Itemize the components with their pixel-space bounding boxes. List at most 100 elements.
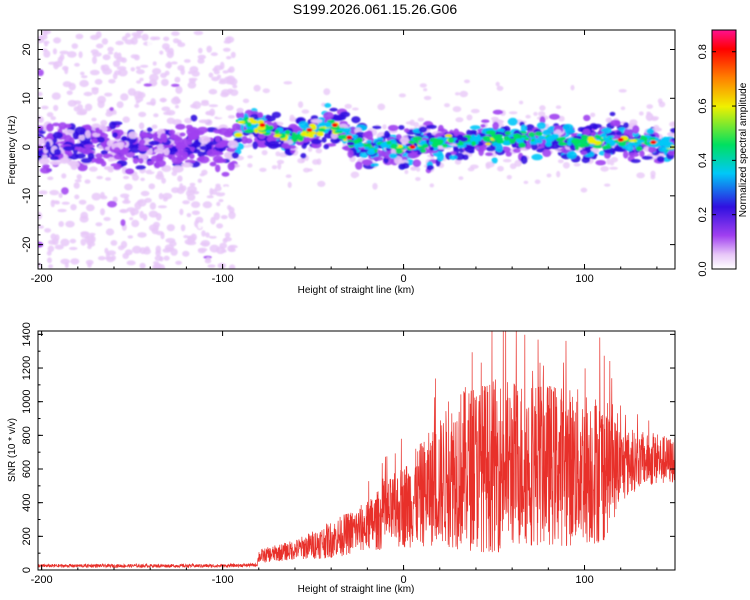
spectral-noise-blob [177,175,183,182]
spectral-noise-blob [100,191,105,199]
spectral-noise-blob [179,208,184,216]
y-tick-label: 1200 [21,356,33,380]
spectral-noise-blob [186,213,192,218]
spectral-band-blob [130,145,141,153]
spectral-noise-blob [65,220,75,228]
spectral-noise-blob [534,179,541,185]
spectral-band-blob [172,165,184,173]
spectral-noise-blob [161,165,172,172]
spectral-noise-blob [179,183,184,191]
spectral-noise-blob [262,88,270,94]
spectral-noise-blob [131,219,140,228]
spectral-band-blob [58,122,67,130]
spectral-noise-blob [180,224,186,232]
spectral-noise-blob [127,235,134,239]
spectral-band-blob [83,144,95,149]
spectral-ridge-blob [524,137,530,141]
spectral-noise-blob [153,113,159,118]
spectral-noise-blob [350,171,360,179]
spectral-noise-blob [208,104,219,108]
spectral-noise-blob [216,223,224,229]
spectral-noise-blob [497,165,504,172]
spectrogram-ylabel: Frequency (Hz) [7,116,18,185]
spectral-noise-blob [43,50,51,58]
spectral-noise-blob [42,30,48,37]
spectral-noise-blob [224,76,233,82]
spectral-band-blob [646,128,655,135]
spectral-band-blob [656,155,665,163]
spectral-band-blob [38,125,44,131]
spectral-noise-blob [96,175,103,180]
spectral-band-blob [351,116,361,124]
spectral-noise-blob [41,105,49,110]
spectral-noise-blob [124,183,133,191]
spectral-band-blob [97,136,105,143]
spectral-ridge-blob [244,129,255,134]
spectral-noise-blob [152,61,157,66]
spectral-noise-blob [133,90,143,99]
spectral-noise-blob [75,33,84,40]
spectral-noise-blob [47,245,55,253]
spectral-band-blob [109,121,117,130]
spectral-noise-blob [210,52,218,57]
spectral-noise-blob [184,239,193,245]
spectral-noise-blob [205,257,211,261]
spectral-noise-blob [189,66,199,73]
spectral-ridge-blob [521,134,527,138]
spectral-noise-blob [222,238,228,244]
snr-frame [37,330,676,571]
spectral-noise-blob [139,210,144,219]
spectral-band-blob [395,134,402,141]
spectral-band-blob [481,119,490,123]
spectral-noise-blob [220,215,228,220]
spectral-band-blob [198,119,209,124]
spectral-ridge-blob [354,143,364,148]
spectral-noise-blob [134,103,140,108]
spectral-noise-blob [514,159,522,167]
spectral-band-blob [175,123,186,130]
spectral-band-blob [38,144,43,151]
spectral-band-blob [257,112,264,119]
spectral-noise-blob [538,111,546,117]
spectral-ridge-blob [244,117,249,121]
spectral-band-blob [92,132,101,138]
spectral-noise-blob [163,111,172,116]
spectral-noise-blob [590,112,596,118]
spectral-noise-blob [466,114,473,121]
spectral-noise-blob [38,262,42,268]
spectral-noise-blob [609,166,618,170]
spectral-noise-blob [76,110,87,116]
spectral-noise-blob [219,61,225,70]
colorbar: 0.0 0.2 0.4 0.6 0.8 Normalized spectral ampl… [697,29,749,277]
spectral-band-blob [148,140,160,146]
spectral-noise-blob [144,197,152,203]
spectral-noise-blob [509,163,517,170]
spectral-band-blob [628,152,640,157]
spectral-band-blob [583,114,591,122]
spectral-noise-blob [59,50,69,55]
spectral-noise-blob [116,101,124,109]
spectral-noise-blob [100,208,105,216]
spectral-ridge-blob [606,139,616,144]
spectral-ridge-blob [558,141,566,146]
spectral-noise-blob [525,114,531,119]
spectral-band-blob [100,150,108,155]
spectral-band-blob [113,165,121,170]
spectral-noise-blob [214,185,222,192]
spectral-noise-blob [81,61,86,70]
spectral-band-blob [227,162,235,171]
spectral-band-blob [321,136,327,143]
spectral-band-blob [349,126,357,135]
spectral-noise-blob [94,78,103,85]
spectral-band-blob [267,140,280,149]
spectral-band-blob [146,160,154,166]
spectral-noise-blob [222,70,229,74]
colorbar-tick-label: 0.6 [697,98,709,113]
spectral-band-blob [52,122,60,127]
spectral-ridge-blob [599,134,607,138]
y-tick-label: -10 [21,188,33,204]
spectral-noise-blob [103,217,111,221]
spectral-noise-blob [133,54,140,61]
spectral-ridge-blob [602,145,608,150]
spectral-noise-blob [470,108,480,114]
